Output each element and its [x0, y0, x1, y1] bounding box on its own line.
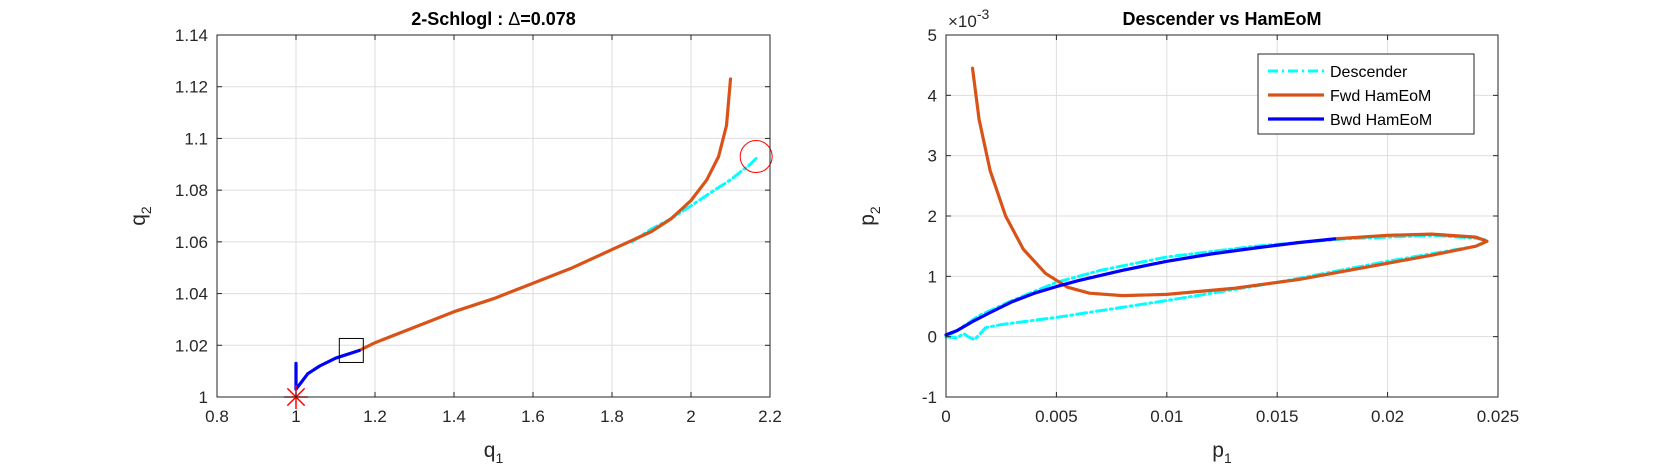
- x-tick-label: 0.015: [1256, 407, 1299, 426]
- left-y-label-text: q: [127, 214, 150, 226]
- x-tick-label: 0.01: [1150, 407, 1183, 426]
- x-tick-label: 0.02: [1371, 407, 1404, 426]
- x-tick-label: 1.4: [442, 407, 466, 426]
- y-tick-label: 0: [928, 328, 937, 347]
- series-fwd-hameom-line: [357, 77, 733, 353]
- x-tick-label: 2: [686, 407, 695, 426]
- right-x-axis-label: p1: [1212, 439, 1232, 466]
- right-chart-title: Descender vs HamEoM: [1122, 9, 1321, 29]
- x-tick-label: 0.025: [1477, 407, 1520, 426]
- y-tick-label: 5: [928, 26, 937, 45]
- y-tick-label: 1.02: [175, 336, 208, 355]
- y-tick-label: 1.12: [175, 78, 208, 97]
- y-tick-label: 4: [928, 86, 937, 105]
- legend-label-bwd-hameom: Bwd HamEoM: [1330, 112, 1432, 129]
- left-axes-panel: 0.8 1 1.2 1.4 1.6 1.8 2 2.211.021.041.061.081.1…: [127, 9, 782, 466]
- left-y-axis-label: q2: [127, 206, 154, 226]
- left-chart-title: 2-Schlogl : Δ=0.078: [411, 9, 576, 29]
- x-tick-label: 0: [941, 407, 950, 426]
- y-tick-label: 1.06: [175, 233, 208, 252]
- x-tick-label: 1.8: [600, 407, 624, 426]
- series-descender-line: [630, 155, 760, 244]
- y-tick-label: 1.14: [175, 26, 208, 45]
- y-tick-label: 3: [928, 147, 937, 166]
- left-title-suffix: =0.078: [520, 9, 576, 29]
- left-axes-series: [294, 77, 760, 391]
- y-tick-label: 2: [928, 207, 937, 226]
- left-axes-background: [217, 35, 770, 397]
- x-tick-label: 1.6: [521, 407, 545, 426]
- y-tick-label: 1.1: [184, 129, 208, 148]
- series-bwd-hameom-line: [294, 348, 361, 391]
- y-tick-label: 1.04: [175, 285, 208, 304]
- right-y-label-text: p: [856, 214, 879, 226]
- x-tick-label: 1: [291, 407, 300, 426]
- square-marker: [338, 337, 364, 363]
- right-y-axis-label: p2: [856, 206, 883, 226]
- right-y-label-subscript: 2: [867, 206, 883, 214]
- series-fwd-hameom-line: [970, 66, 1489, 298]
- y-tick-label: 1.08: [175, 181, 208, 200]
- left-title-prefix: 2-Schlogl :: [411, 9, 508, 29]
- x-tick-label: 1.2: [363, 407, 387, 426]
- y-exponent-base: ×10: [948, 12, 977, 31]
- legend-label-fwd-hameom: Fwd HamEoM: [1330, 88, 1431, 105]
- y-tick-label: 1: [928, 267, 937, 286]
- left-axes-grid: [216, 34, 771, 398]
- legend-label-descender: Descender: [1330, 64, 1408, 81]
- right-axes-series: [944, 66, 1489, 342]
- left-x-label-text: q: [484, 439, 496, 462]
- right-x-label-text: p: [1212, 439, 1224, 462]
- right-x-label-subscript: 1: [1224, 450, 1232, 466]
- y-exponent-label: ×10-3: [948, 6, 990, 31]
- left-axes-box: [216, 34, 771, 398]
- x-tick-label: 0.8: [205, 407, 229, 426]
- left-x-label-subscript: 1: [495, 450, 503, 466]
- left-y-label-subscript: 2: [138, 206, 154, 214]
- x-tick-label: 2.2: [758, 407, 782, 426]
- left-axes-ticks: 0.8 1 1.2 1.4 1.6 1.8 2 2.211.021.041.061.081.1…: [175, 26, 782, 426]
- y-tick-label: 1: [199, 388, 208, 407]
- x-tick-label: 0.005: [1035, 407, 1078, 426]
- y-tick-label: -1: [922, 388, 937, 407]
- series-bwd-hameom-line: [944, 237, 1337, 337]
- left-x-axis-label: q1: [484, 439, 504, 466]
- delta-symbol: Δ: [508, 9, 520, 29]
- end-circle-marker: [739, 140, 773, 174]
- y-exponent-power: -3: [977, 6, 990, 22]
- legend: Descender Fwd HamEoM Bwd HamEoM: [1257, 53, 1475, 135]
